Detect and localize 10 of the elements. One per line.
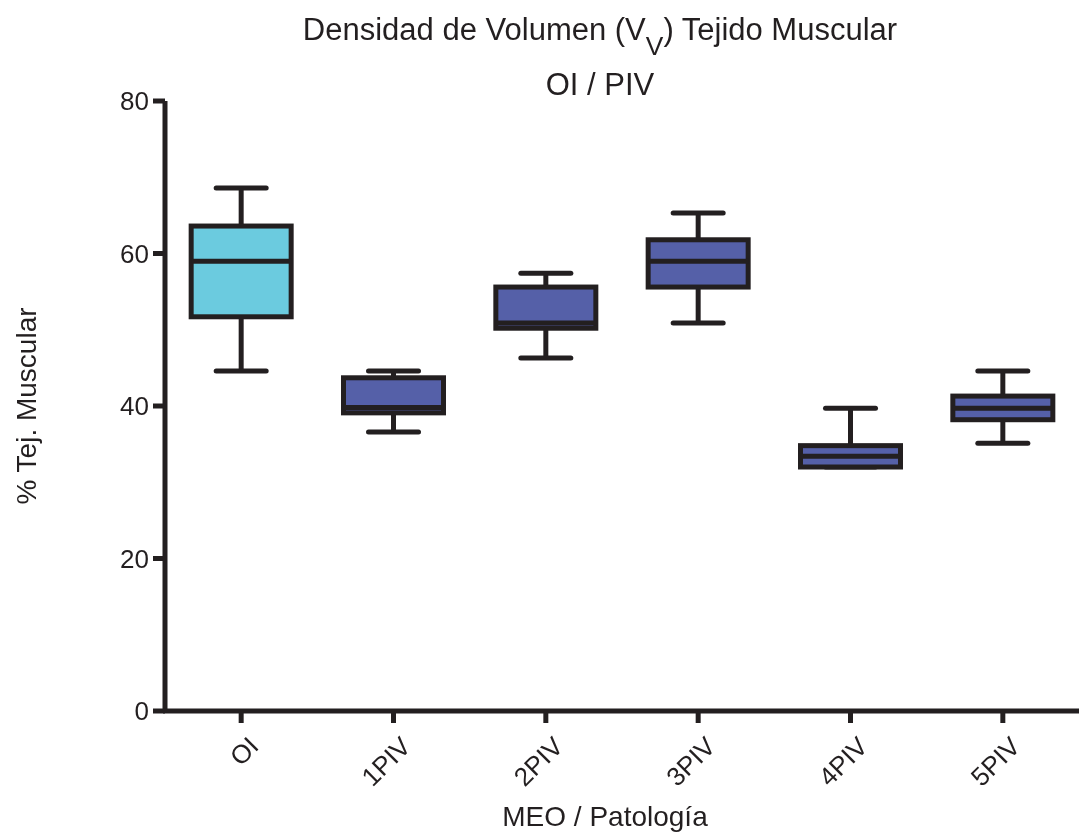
y-axis-title: % Tej. Muscular <box>11 307 42 505</box>
y-tick-label: 0 <box>134 696 149 727</box>
y-tick-label: 40 <box>120 391 149 422</box>
y-tick-label: 20 <box>120 543 149 574</box>
y-tick-label: 80 <box>120 86 149 117</box>
y-tick-label: 60 <box>120 238 149 269</box>
x-tick-label: OI <box>223 730 265 772</box>
x-axis-title: MEO / Patología <box>502 801 709 832</box>
chart-subtitle: OI / PIV <box>545 67 655 102</box>
chart-title: Densidad de Volumen (V$_{V}$) Tejido Muscular <box>302 12 898 61</box>
